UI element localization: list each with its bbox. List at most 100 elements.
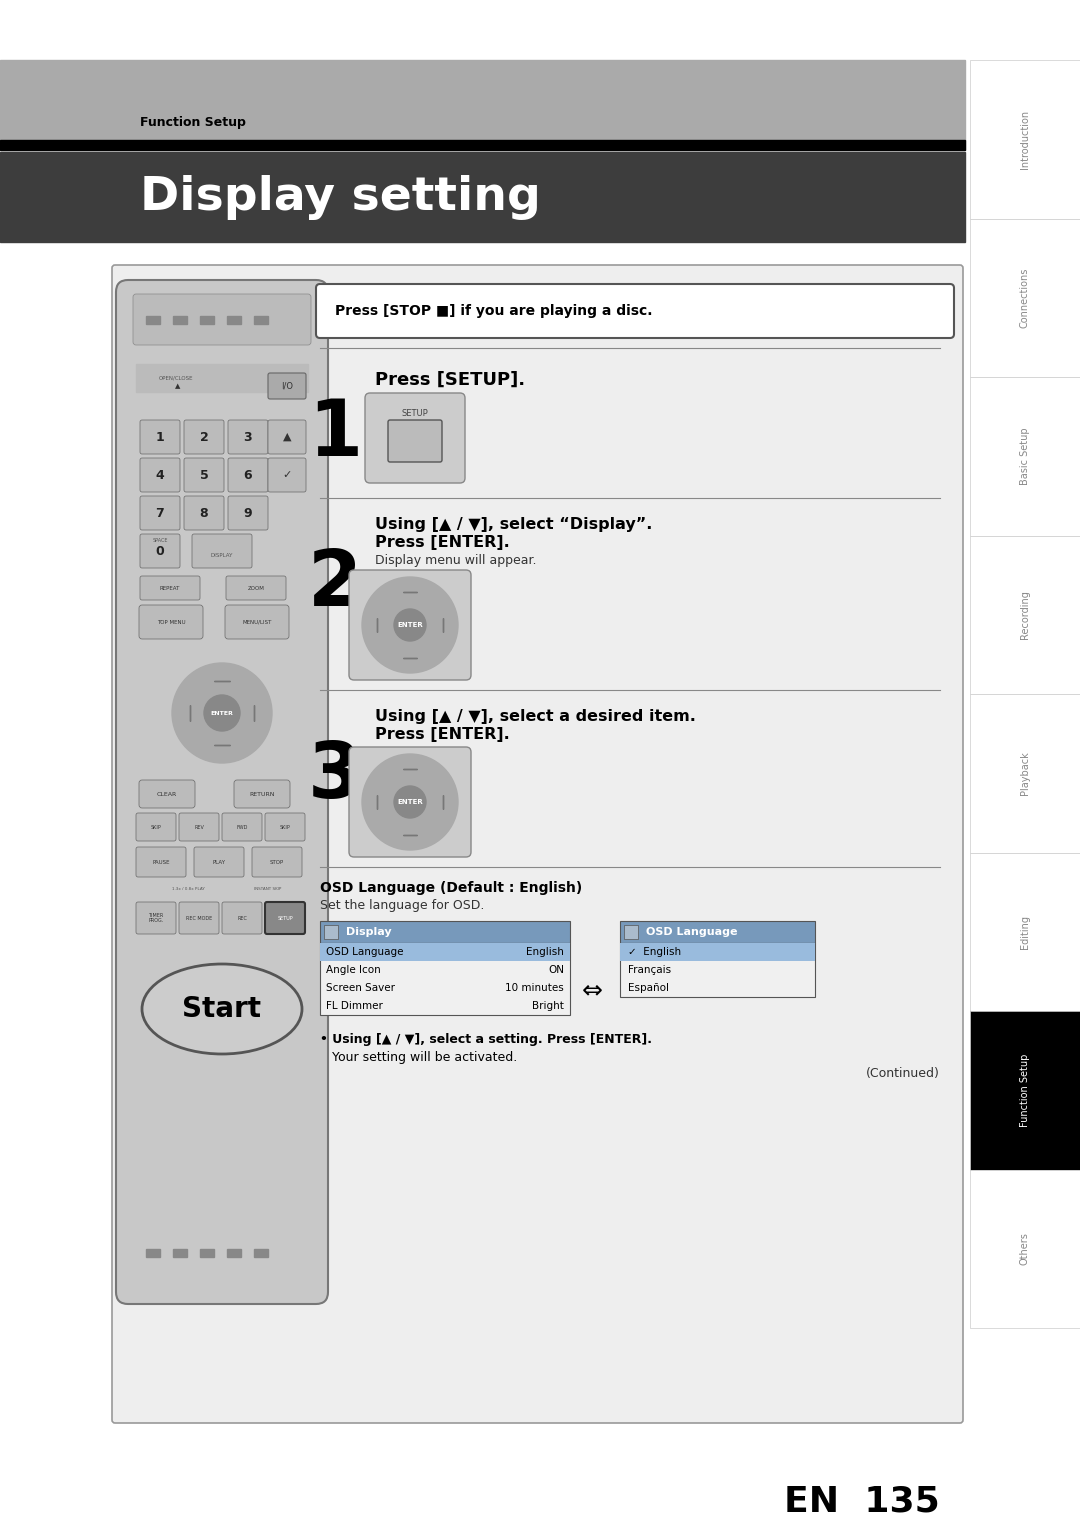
- Text: ✓: ✓: [282, 471, 292, 480]
- Bar: [227, 1248, 241, 1258]
- FancyBboxPatch shape: [268, 458, 306, 492]
- FancyBboxPatch shape: [140, 497, 180, 530]
- Text: 3: 3: [244, 431, 253, 443]
- Ellipse shape: [141, 964, 302, 1054]
- Circle shape: [394, 610, 426, 642]
- Text: Introduction: Introduction: [1020, 110, 1030, 168]
- Text: OSD Language: OSD Language: [646, 927, 738, 937]
- FancyBboxPatch shape: [265, 813, 305, 840]
- Text: REPEAT: REPEAT: [160, 585, 180, 590]
- Text: 1: 1: [156, 431, 164, 443]
- Bar: [173, 316, 187, 324]
- Bar: [0, 60, 966, 150]
- Text: I/O: I/O: [281, 382, 293, 391]
- Text: 6: 6: [244, 469, 253, 481]
- Bar: [0, 151, 966, 241]
- FancyBboxPatch shape: [184, 420, 224, 454]
- Text: 4: 4: [156, 469, 164, 481]
- Text: SETUP: SETUP: [402, 408, 429, 417]
- Bar: [200, 316, 214, 324]
- Text: OSD Language: OSD Language: [326, 947, 404, 957]
- Text: SKIP: SKIP: [280, 825, 291, 830]
- Bar: [320, 943, 570, 961]
- FancyBboxPatch shape: [140, 458, 180, 492]
- FancyBboxPatch shape: [179, 902, 219, 934]
- Text: 1: 1: [308, 396, 362, 472]
- Text: 10 minutes: 10 minutes: [505, 983, 564, 993]
- Text: REC MODE: REC MODE: [186, 915, 212, 920]
- FancyBboxPatch shape: [252, 847, 302, 877]
- Text: INSTANT SKIP: INSTANT SKIP: [254, 886, 282, 891]
- FancyBboxPatch shape: [228, 458, 268, 492]
- Circle shape: [204, 695, 240, 730]
- Text: English: English: [526, 947, 564, 957]
- FancyBboxPatch shape: [136, 813, 176, 840]
- Bar: [970, 219, 1080, 377]
- FancyBboxPatch shape: [184, 458, 224, 492]
- Text: EN  135: EN 135: [784, 1485, 940, 1519]
- FancyBboxPatch shape: [184, 497, 224, 530]
- Text: ▲: ▲: [283, 432, 292, 442]
- Text: 0: 0: [156, 544, 164, 558]
- Text: Display setting: Display setting: [140, 174, 541, 220]
- Text: REC: REC: [238, 915, 247, 920]
- FancyBboxPatch shape: [268, 373, 306, 399]
- Bar: [620, 921, 815, 943]
- Text: SETUP: SETUP: [278, 915, 293, 920]
- Text: CLEAR: CLEAR: [157, 792, 177, 796]
- Bar: [970, 535, 1080, 694]
- Bar: [254, 1248, 268, 1258]
- FancyBboxPatch shape: [194, 847, 244, 877]
- FancyBboxPatch shape: [140, 576, 200, 601]
- Text: 1.3x / 0.8x PLAY: 1.3x / 0.8x PLAY: [172, 886, 204, 891]
- Text: DISPLAY: DISPLAY: [211, 553, 233, 558]
- Text: 2: 2: [308, 545, 362, 622]
- Text: Your setting will be activated.: Your setting will be activated.: [332, 1051, 517, 1063]
- Text: Press [ENTER].: Press [ENTER].: [375, 726, 510, 741]
- Text: (Continued): (Continued): [866, 1067, 940, 1080]
- FancyBboxPatch shape: [228, 497, 268, 530]
- FancyBboxPatch shape: [139, 779, 195, 808]
- FancyBboxPatch shape: [192, 533, 252, 568]
- Circle shape: [362, 578, 458, 672]
- Text: Press [STOP ■] if you are playing a disc.: Press [STOP ■] if you are playing a disc…: [335, 304, 652, 318]
- Text: Press [SETUP].: Press [SETUP].: [375, 371, 525, 390]
- Bar: [146, 316, 160, 324]
- Bar: [320, 943, 570, 1015]
- Text: Playback: Playback: [1020, 752, 1030, 795]
- FancyBboxPatch shape: [116, 280, 328, 1303]
- FancyBboxPatch shape: [316, 284, 954, 338]
- Text: Basic Setup: Basic Setup: [1020, 428, 1030, 484]
- FancyBboxPatch shape: [228, 420, 268, 454]
- Text: OPEN/CLOSE: OPEN/CLOSE: [159, 376, 193, 380]
- Text: STOP: STOP: [270, 859, 284, 865]
- Text: FL Dimmer: FL Dimmer: [326, 1001, 383, 1012]
- Text: ✓  English: ✓ English: [627, 947, 681, 957]
- Text: Connections: Connections: [1020, 267, 1030, 329]
- FancyBboxPatch shape: [234, 779, 291, 808]
- Text: OSD Language (Default : English): OSD Language (Default : English): [320, 882, 582, 895]
- Bar: [970, 694, 1080, 853]
- Text: RETURN: RETURN: [249, 792, 274, 796]
- Text: ⇔: ⇔: [581, 978, 603, 1002]
- Text: FWD: FWD: [237, 825, 247, 830]
- FancyBboxPatch shape: [388, 420, 442, 461]
- Text: PLAY: PLAY: [213, 859, 226, 865]
- FancyBboxPatch shape: [222, 813, 262, 840]
- Text: SPACE: SPACE: [152, 538, 167, 542]
- Text: ON: ON: [548, 966, 564, 975]
- Text: Function Setup: Function Setup: [1020, 1054, 1030, 1128]
- Text: TOP MENU: TOP MENU: [157, 619, 186, 625]
- Text: MENU/LIST: MENU/LIST: [242, 619, 272, 625]
- Text: ENTER: ENTER: [397, 799, 423, 805]
- Bar: [620, 943, 815, 996]
- FancyBboxPatch shape: [133, 293, 311, 345]
- Bar: [0, 141, 966, 150]
- Bar: [200, 1248, 214, 1258]
- Bar: [970, 377, 1080, 535]
- Text: Press [ENTER].: Press [ENTER].: [375, 535, 510, 550]
- Text: Français: Français: [627, 966, 671, 975]
- FancyBboxPatch shape: [265, 902, 305, 934]
- Circle shape: [362, 753, 458, 850]
- Text: Angle Icon: Angle Icon: [326, 966, 381, 975]
